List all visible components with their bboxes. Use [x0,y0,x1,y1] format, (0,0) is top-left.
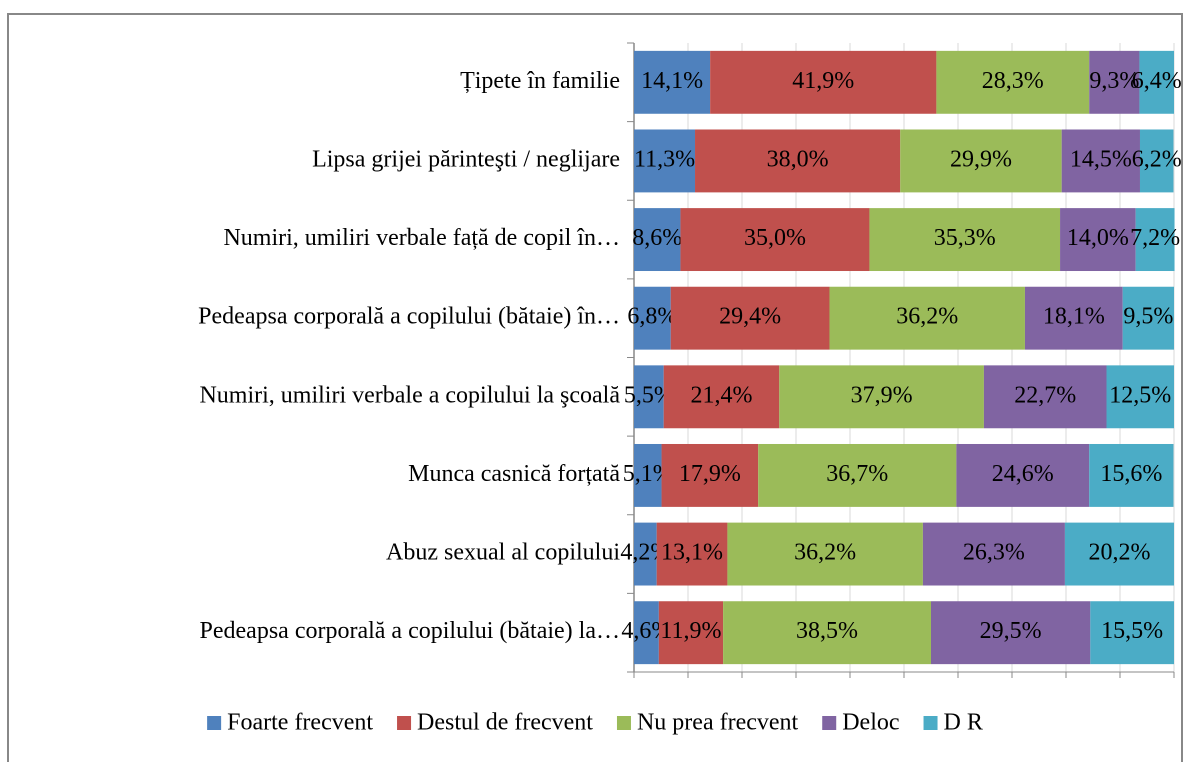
data-label: 36,7% [826,461,888,487]
bar-segment [1135,208,1175,272]
bar-segment [656,522,728,586]
bar-segment [727,522,923,586]
data-label: 24,6% [992,461,1054,487]
bar-segment [695,129,901,193]
bar-segment [779,365,984,429]
bar-segment [634,601,659,665]
data-label: 41,9% [792,68,854,94]
data-label: 20,2% [1088,540,1150,566]
bar-segment [1139,50,1174,114]
data-label: 35,0% [744,225,806,251]
data-label: 35,3% [934,225,996,251]
bar-segment [634,129,696,193]
legend-label: Deloc [842,710,899,736]
legend-swatch [923,716,938,730]
bar-segment [900,129,1062,193]
data-label: 11,3% [634,146,695,172]
bar-segment [983,365,1107,429]
legend-swatch [616,716,631,730]
data-label: 36,2% [896,304,958,330]
y-tick-label: Lipsa grijei părinteşti / neglijare [312,146,620,172]
data-label: 29,9% [950,146,1012,172]
data-label: 14,0% [1067,225,1129,251]
bar-segment [1060,208,1136,272]
data-label: 14,1% [641,68,703,94]
bar-segment [1090,601,1174,665]
y-tick-label: Pedeapsa corporală a copilului (bătaie) … [198,304,620,330]
data-label: 7,2% [1130,225,1180,251]
data-label: 12,5% [1109,382,1171,408]
bar-segment [670,286,830,350]
data-label: 18,1% [1043,304,1105,330]
data-label: 15,5% [1101,618,1163,644]
bar-segment [869,208,1061,272]
bar-segment [661,443,759,507]
data-label: 29,4% [719,304,781,330]
legend-label: Foarte frecvent [227,710,373,736]
bar-segment [1139,129,1174,193]
bar-segment [634,365,664,429]
bar-segment [634,286,671,350]
bar-segment [922,522,1065,586]
bar-segment [634,522,657,586]
data-label: 28,3% [982,68,1044,94]
data-label: 21,4% [690,382,752,408]
bar-segment [634,443,662,507]
bar-segment [680,208,870,272]
bar-segment [1024,286,1123,350]
y-tick-label: Numiri, umiliri verbale a copilului la ş… [199,382,620,408]
data-label: 9,5% [1123,304,1173,330]
data-label: 29,5% [980,618,1042,644]
bar-segment [1122,286,1174,350]
bar-segment [829,286,1025,350]
bar-segment [723,601,931,665]
bar-segment [1089,443,1174,507]
data-label: 8,6% [632,225,682,251]
bar-segment [663,365,780,429]
chart-frame [7,13,1183,762]
y-tick-label: Abuz sexual al copilului [386,540,620,566]
y-tick-label: Munca casnică forțată [408,461,620,487]
data-label: 15,6% [1100,461,1162,487]
bar-segment [634,50,711,114]
data-label: 36,2% [794,540,856,566]
data-label: 38,5% [796,618,858,644]
data-label: 14,5% [1070,146,1132,172]
y-tick-label: Țipete în familie [460,68,620,94]
bar-segment [956,443,1090,507]
bar-segment [1106,365,1174,429]
data-label: 11,9% [660,618,721,644]
legend-label: D R [944,710,983,736]
data-label: 38,0% [767,146,829,172]
data-label: 6,4% [1132,68,1182,94]
bar-segment [758,443,957,507]
bar-segment [931,601,1091,665]
legend-swatch [822,716,837,730]
legend-label: Nu prea frecvent [637,710,799,736]
legend-swatch [207,716,222,730]
data-label: 6,8% [627,304,677,330]
y-tick-label: Pedeapsa corporală a copilului (bătaie) … [200,618,620,644]
data-label: 37,9% [851,382,913,408]
data-label: 22,7% [1014,382,1076,408]
data-label: 9,3% [1089,68,1139,94]
bar-segment [658,601,724,665]
legend-swatch [397,716,412,730]
bar-segment [1061,129,1140,193]
bar-segment [710,50,937,114]
data-label: 17,9% [679,461,741,487]
data-label: 26,3% [963,540,1025,566]
data-label: 6,2% [1132,146,1182,172]
bar-segment [936,50,1090,114]
bar-segment [634,208,681,272]
bar-segment [1064,522,1174,586]
data-label: 13,1% [661,540,723,566]
y-tick-label: Numiri, umiliri verbale față de copil în… [223,225,620,251]
legend-label: Destul de frecvent [417,710,593,736]
bar-segment [1089,50,1140,114]
